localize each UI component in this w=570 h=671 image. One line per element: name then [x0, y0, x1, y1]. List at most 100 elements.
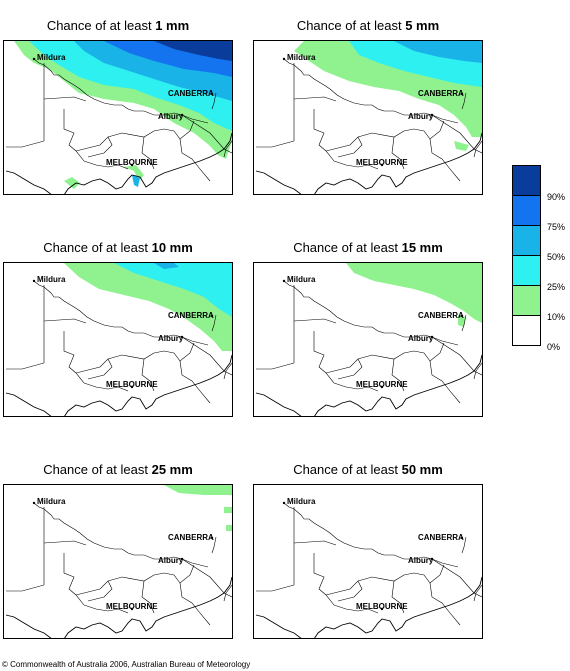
district-boundary [293, 96, 337, 102]
place-label-albury: Albury [158, 112, 184, 121]
city-marker [380, 385, 384, 389]
panel-title-prefix: Chance of at least [43, 462, 152, 477]
legend-swatch [512, 165, 541, 196]
rain-probability-area [154, 263, 179, 269]
city-marker [180, 335, 184, 339]
district-boundary [6, 362, 45, 370]
district-boundary [473, 362, 482, 380]
district-boundary [337, 358, 363, 380]
panel-title: Chance of at least 10 mm [3, 240, 233, 255]
place-label-mildura: Mildura [287, 275, 316, 284]
coastline [5, 576, 232, 638]
rain-probability-area [454, 141, 469, 151]
place-label-albury: Albury [158, 334, 184, 343]
city-marker [32, 279, 36, 283]
place-label-mildura: Mildura [37, 53, 66, 62]
map-svg [4, 41, 232, 194]
panel-title-value: 50 mm [401, 462, 443, 477]
district-boundary [179, 360, 211, 404]
panel-title: Chance of at least 5 mm [253, 18, 483, 33]
victoria-map: Mildura CANBERRA Albury MELBOURNE [253, 262, 483, 417]
rain-probability-area [346, 263, 482, 323]
district-boundary [283, 58, 459, 124]
city-marker [282, 57, 286, 61]
district-boundary [6, 140, 45, 148]
legend-label: 0% [547, 342, 561, 352]
rain-probability-area [132, 175, 140, 187]
legend-swatch [512, 195, 541, 226]
district-boundary [75, 342, 195, 374]
district-boundary [63, 109, 85, 162]
district-boundary [33, 280, 209, 346]
place-label-albury: Albury [408, 334, 434, 343]
district-boundary [75, 564, 195, 596]
district-boundary [337, 580, 363, 602]
city-marker [460, 536, 464, 540]
district-boundary [333, 382, 379, 392]
district-boundary [461, 536, 467, 554]
city-marker [430, 557, 434, 561]
city-marker [180, 113, 184, 117]
district-boundary [181, 336, 232, 376]
rain-probability-area [114, 263, 232, 317]
district-boundary [223, 140, 232, 158]
district-boundary [429, 138, 461, 182]
place-label-albury: Albury [408, 556, 434, 565]
coastline [5, 132, 232, 194]
place-label-canberra: CANBERRA [418, 89, 464, 98]
district-boundary [63, 553, 85, 606]
district-boundary [179, 138, 211, 182]
district-boundary [83, 160, 129, 170]
district-boundary [325, 564, 445, 596]
panel-title: Chance of at least 15 mm [253, 240, 483, 255]
district-boundary [43, 540, 87, 546]
coastline [255, 354, 482, 416]
city-marker [460, 314, 464, 318]
district-boundary [33, 502, 209, 568]
panel-title: Chance of at least 1 mm [3, 18, 233, 33]
city-marker [130, 163, 134, 167]
district-boundary [141, 580, 155, 614]
district-boundary [256, 362, 295, 370]
district-boundary [211, 314, 217, 332]
place-label-melbourne: MELBOURNE [356, 602, 408, 611]
district-boundary [283, 502, 459, 568]
city-marker [210, 92, 214, 96]
district-boundary [6, 584, 45, 592]
rain-probability-area [164, 485, 232, 495]
victoria-map: Mildura CANBERRA Albury MELBOURNE [253, 40, 483, 195]
place-label-mildura: Mildura [287, 53, 316, 62]
district-boundary [256, 584, 295, 592]
district-boundary [283, 280, 459, 346]
coastline [255, 576, 482, 638]
victoria-map: Mildura CANBERRA Albury MELBOURNE [3, 40, 233, 195]
place-label-melbourne: MELBOURNE [106, 602, 158, 611]
map-svg [5, 263, 232, 416]
panel-title: Chance of at least 25 mm [3, 462, 233, 477]
district-boundary [43, 96, 87, 102]
legend-label: 90% [547, 192, 566, 202]
district-boundary [87, 358, 113, 380]
panel-title-value: 15 mm [401, 240, 443, 255]
legend-swatch [512, 255, 541, 286]
district-boundary [391, 358, 405, 392]
district-boundary [431, 558, 482, 598]
legend-swatch [512, 285, 541, 316]
district-boundary [293, 540, 337, 546]
panel-title: Chance of at least 50 mm [253, 462, 483, 477]
district-boundary [391, 580, 405, 614]
place-label-canberra: CANBERRA [168, 533, 214, 542]
panel-title-value: 25 mm [151, 462, 193, 477]
place-label-canberra: CANBERRA [418, 311, 464, 320]
district-boundary [33, 58, 209, 124]
city-marker [130, 607, 134, 611]
panel-title-value: 1 mm [155, 18, 190, 33]
rain-probability-area [394, 41, 482, 63]
city-marker [32, 57, 36, 61]
panel-title-prefix: Chance of at least [293, 462, 402, 477]
rain-probability-area [154, 41, 232, 61]
panel-title-prefix: Chance of at least [296, 18, 406, 33]
district-boundary [141, 136, 155, 170]
rain-probability-area [64, 177, 80, 189]
district-boundary [461, 92, 467, 110]
